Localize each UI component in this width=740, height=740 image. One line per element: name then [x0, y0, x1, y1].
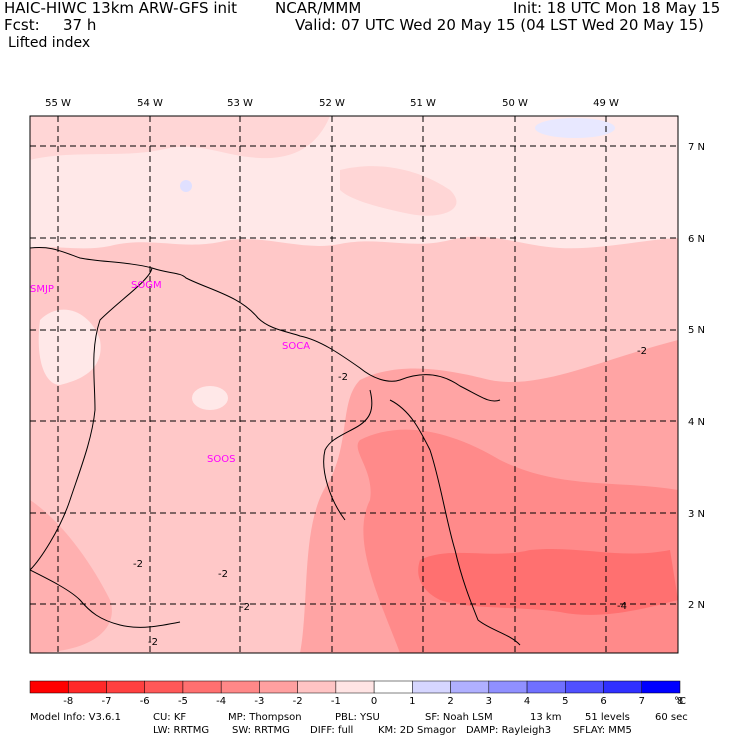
footer-item: SFLAY: MM5 [573, 725, 632, 736]
lon-label: 53 W [227, 98, 253, 109]
colorbar-swatch [259, 680, 298, 694]
colorbar-swatch [220, 680, 260, 694]
colorbar-tick-label: -7 [101, 696, 111, 707]
colorbar: -8 -7 -6 -5 -4 -3 -2 -1 0 1 2 3 4 5 6 7 8°C [29, 680, 686, 707]
field-blue-spot [180, 180, 192, 192]
footer-item: CU: KF [153, 712, 187, 723]
colorbar-tick-label: -8 [63, 696, 73, 707]
lon-label: 52 W [319, 98, 345, 109]
field-core [418, 548, 678, 615]
footer-item: LW: RRTMG [153, 725, 210, 736]
colorbar-swatch [488, 680, 528, 694]
longitude-labels: 55 W 54 W 53 W 52 W 51 W 50 W 49 W [45, 98, 619, 109]
footer-item: DAMP: Rayleigh3 [466, 725, 552, 736]
colorbar-swatch [335, 680, 375, 694]
colorbar-tick-label: 4 [524, 696, 530, 707]
lon-label: 51 W [410, 98, 436, 109]
footer-item: SW: RRTMG [232, 725, 290, 736]
field-pale-west [38, 309, 101, 385]
lat-label: 5 N [688, 325, 705, 336]
colorbar-swatch [603, 680, 643, 694]
lat-label: 2 N [688, 600, 705, 611]
footer-item: SF: Noah LSM [425, 712, 493, 723]
colorbar-tick-label: 1 [409, 696, 415, 707]
model-title: HAIC-HIWC 13km ARW-GFS init [4, 0, 238, 17]
lon-label: 54 W [137, 98, 163, 109]
contour-label: -4 [617, 601, 627, 612]
station-labels: SMJP SOGM SOCA SOOS [30, 280, 310, 465]
footer-item: MP: Thompson [228, 712, 302, 723]
station-label-soos: SOOS [207, 454, 235, 465]
map-field: -2 -2 -2 -2 -2 -2 -4 SMJP SOGM SOCA SOOS [30, 116, 678, 653]
field-name: Lifted index [8, 35, 91, 51]
footer-item: DIFF: full [310, 725, 354, 736]
field-north-band [30, 116, 330, 160]
colorbar-swatch [565, 680, 604, 694]
init-time: Init: 18 UTC Mon 18 May 15 [513, 0, 721, 17]
colorbar-tick-label: 5 [562, 696, 568, 707]
colorbar-tick-label: -3 [254, 696, 264, 707]
field-north-patch [340, 166, 457, 216]
colorbar-swatch [106, 680, 145, 694]
lat-label: 6 N [688, 234, 705, 245]
latitude-labels: 7 N 6 N 5 N 4 N 3 N 2 N [688, 142, 705, 611]
contour-label: -2 [148, 637, 158, 648]
forecast-label: Fcst: [4, 16, 40, 34]
colorbar-tick-label: 6 [600, 696, 606, 707]
footer-item: 60 sec [655, 712, 688, 723]
colorbar-tick-label: 8 [677, 696, 683, 707]
lon-label: 50 W [502, 98, 528, 109]
station-label-soca: SOCA [282, 341, 310, 352]
lat-label: 4 N [688, 417, 705, 428]
colorbar-swatch [144, 680, 184, 694]
colorbar-swatch [29, 680, 69, 694]
map-frame [29, 115, 679, 654]
station-label-sogm: SOGM [131, 280, 162, 291]
colorbar-tick-label: 2 [447, 696, 453, 707]
colorbar-tick-label: -5 [178, 696, 188, 707]
graticule [30, 116, 678, 653]
contour-labels: -2 -2 -2 -2 -2 -2 -4 [133, 346, 647, 648]
colorbar-swatch [526, 680, 566, 694]
colorbar-swatch [450, 680, 490, 694]
footer-item: PBL: YSU [335, 712, 380, 723]
contour-label: -2 [637, 346, 647, 357]
org-label: NCAR/MMM [275, 0, 362, 17]
contour-label: -2 [218, 569, 228, 580]
forecast-hours: 37 h [63, 16, 97, 34]
footer-item: KM: 2D Smagor [378, 725, 456, 736]
lon-label: 49 W [593, 98, 619, 109]
colorbar-tick-label: 7 [639, 696, 645, 707]
colorbar-tick-label: 3 [486, 696, 492, 707]
lon-label: 55 W [45, 98, 71, 109]
colorbar-swatch [412, 680, 451, 694]
colorbar-tick-label: -1 [331, 696, 341, 707]
colorbar-swatch [641, 680, 681, 694]
colorbar-swatch [67, 680, 107, 694]
colorbar-tick-label: -6 [140, 696, 150, 707]
footer-item: 51 levels [585, 712, 630, 723]
valid-time: Valid: 07 UTC Wed 20 May 15 (04 LST Wed … [295, 16, 704, 34]
lat-label: 3 N [688, 509, 705, 520]
colorbar-tick-label: 0 [371, 696, 377, 707]
field-southwest [30, 500, 112, 653]
colorbar-swatch [297, 680, 337, 694]
colorbar-unit: °C [674, 696, 686, 707]
contour-label: -2 [133, 559, 143, 570]
field-blue-patch [535, 118, 615, 138]
field-pale-center [192, 386, 228, 410]
colorbar-tick-label: -4 [216, 696, 226, 707]
contour-label: -2 [240, 602, 250, 613]
colorbar-tick-label: -2 [293, 696, 303, 707]
colorbar-swatch [182, 680, 222, 694]
footer-item: Model Info: V3.6.1 [30, 712, 121, 723]
station-label-smjp: SMJP [30, 284, 54, 295]
lat-label: 7 N [688, 142, 705, 153]
contour-label: -2 [338, 372, 348, 383]
footer-item: 13 km [530, 712, 562, 723]
colorbar-swatch [373, 680, 413, 694]
